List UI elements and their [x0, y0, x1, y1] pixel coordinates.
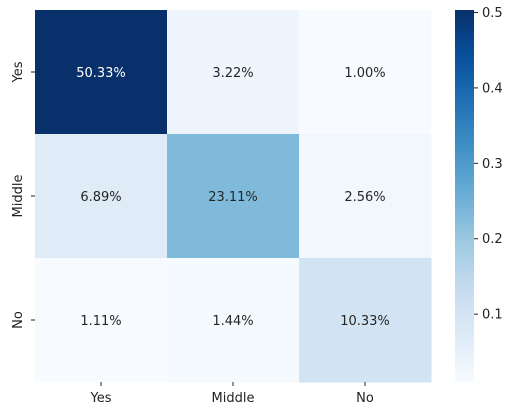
y-tick-label: Middle	[11, 175, 26, 218]
y-tick-label: Yes	[11, 61, 26, 83]
cell-value-label: 50.33%	[76, 66, 126, 81]
colorbar-gradient	[455, 10, 474, 382]
x-tick-label: Yes	[90, 391, 112, 406]
x-tick-label: Middle	[212, 391, 255, 406]
heatmap-cell-middle-middle	[167, 134, 300, 259]
cell-value-label: 1.44%	[212, 314, 253, 329]
heatmap-annotations: 50.33% 3.22% 1.00% 6.89% 23.11% 2.56% 1.11% 1.4…	[76, 66, 390, 329]
y-tick-label: No	[11, 311, 26, 329]
heatmap-cell-no-yes	[35, 258, 168, 383]
y-axis: Yes Middle No	[11, 61, 35, 329]
colorbar-tick-label: 0.5	[482, 6, 503, 21]
heatmap-cell-no-middle	[167, 258, 300, 383]
cell-value-label: 6.89%	[80, 190, 121, 205]
cell-value-label: 1.00%	[344, 66, 385, 81]
colorbar-tick-label: 0.1	[482, 308, 503, 323]
x-tick-label: No	[356, 391, 374, 406]
colorbar-tick-label: 0.3	[482, 157, 503, 172]
heatmap-cell-yes-middle	[167, 10, 300, 135]
heatmap-cells	[35, 10, 432, 383]
colorbar: 0.1 0.2 0.3 0.4 0.5	[455, 6, 503, 382]
colorbar-tick-label: 0.2	[482, 232, 503, 247]
cell-value-label: 23.11%	[208, 190, 258, 205]
heatmap-cell-yes-yes	[35, 10, 168, 135]
cell-value-label: 10.33%	[340, 314, 390, 329]
cell-value-label: 1.11%	[80, 314, 121, 329]
heatmap-cell-yes-no	[299, 10, 432, 135]
x-axis: Yes Middle No	[90, 382, 374, 406]
cell-value-label: 2.56%	[344, 190, 385, 205]
heatmap-cell-middle-yes	[35, 134, 168, 259]
cell-value-label: 3.22%	[212, 66, 253, 81]
heatmap-cell-no-no	[299, 258, 432, 383]
colorbar-tick-label: 0.4	[482, 81, 503, 96]
heatmap-cell-middle-no	[299, 134, 432, 259]
